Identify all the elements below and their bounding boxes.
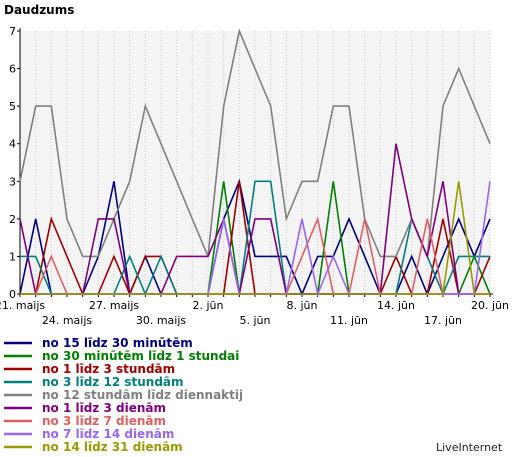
legend-label: no 7 līdz 14 dienām [42, 427, 174, 441]
y-tick-label: 7 [9, 25, 16, 38]
legend-label: no 12 stundām līdz diennaktij [42, 388, 243, 402]
x-tick-label: 14. jūn [377, 299, 415, 312]
brand-label: LiveInternet [436, 441, 503, 454]
x-tick-label: 11. jūn [330, 314, 368, 327]
y-tick-label: 0 [9, 288, 16, 301]
x-tick-label: 21. maijs [0, 299, 45, 312]
x-tick-label: 27. maijs [89, 299, 140, 312]
x-tick-labels: 21. maijs 27. maijs 2. jūn 8. jūn 14. jūn 20.… [0, 299, 509, 327]
x-tick-label: 17. jūn [424, 314, 462, 327]
x-tick-label: 5. jūn [240, 314, 271, 327]
gridlines [19, 31, 491, 294]
legend-label: no 1 līdz 3 dienām [42, 401, 166, 415]
y-tick-labels: 0 1 2 3 4 5 6 7 [9, 25, 16, 301]
y-tick-label: 4 [9, 138, 16, 151]
x-tick-label: 8. jūn [287, 299, 318, 312]
x-tick-label: 24. maijs [42, 314, 93, 327]
series-line-9 [20, 181, 490, 295]
legend-label: no 3 līdz 7 dienām [42, 414, 166, 428]
legend-label: no 14 līdz 31 dienām [42, 440, 183, 454]
x-tick-label: 30. maijs [136, 314, 187, 327]
series-lines [19, 28, 491, 298]
y-tick-label: 2 [9, 213, 16, 226]
x-tick-label: 20. jūn [471, 299, 509, 312]
legend-label: no 3 līdz 12 stundām [42, 375, 184, 389]
series-line-6 [19, 143, 490, 295]
legend-label: no 30 minūtēm līdz 1 stundai [42, 349, 239, 363]
y-tick-label: 6 [9, 63, 16, 76]
y-tick-label: 5 [9, 100, 16, 113]
chart-title: Daudzums [4, 3, 74, 17]
x-tick-label: 2. jūn [193, 299, 224, 312]
legend-label: no 15 līdz 30 minūtēm [42, 336, 193, 350]
y-tick-label: 1 [9, 250, 16, 263]
legend-label: no 1 līdz 3 stundām [42, 362, 175, 376]
y-tick-label: 3 [9, 175, 16, 188]
